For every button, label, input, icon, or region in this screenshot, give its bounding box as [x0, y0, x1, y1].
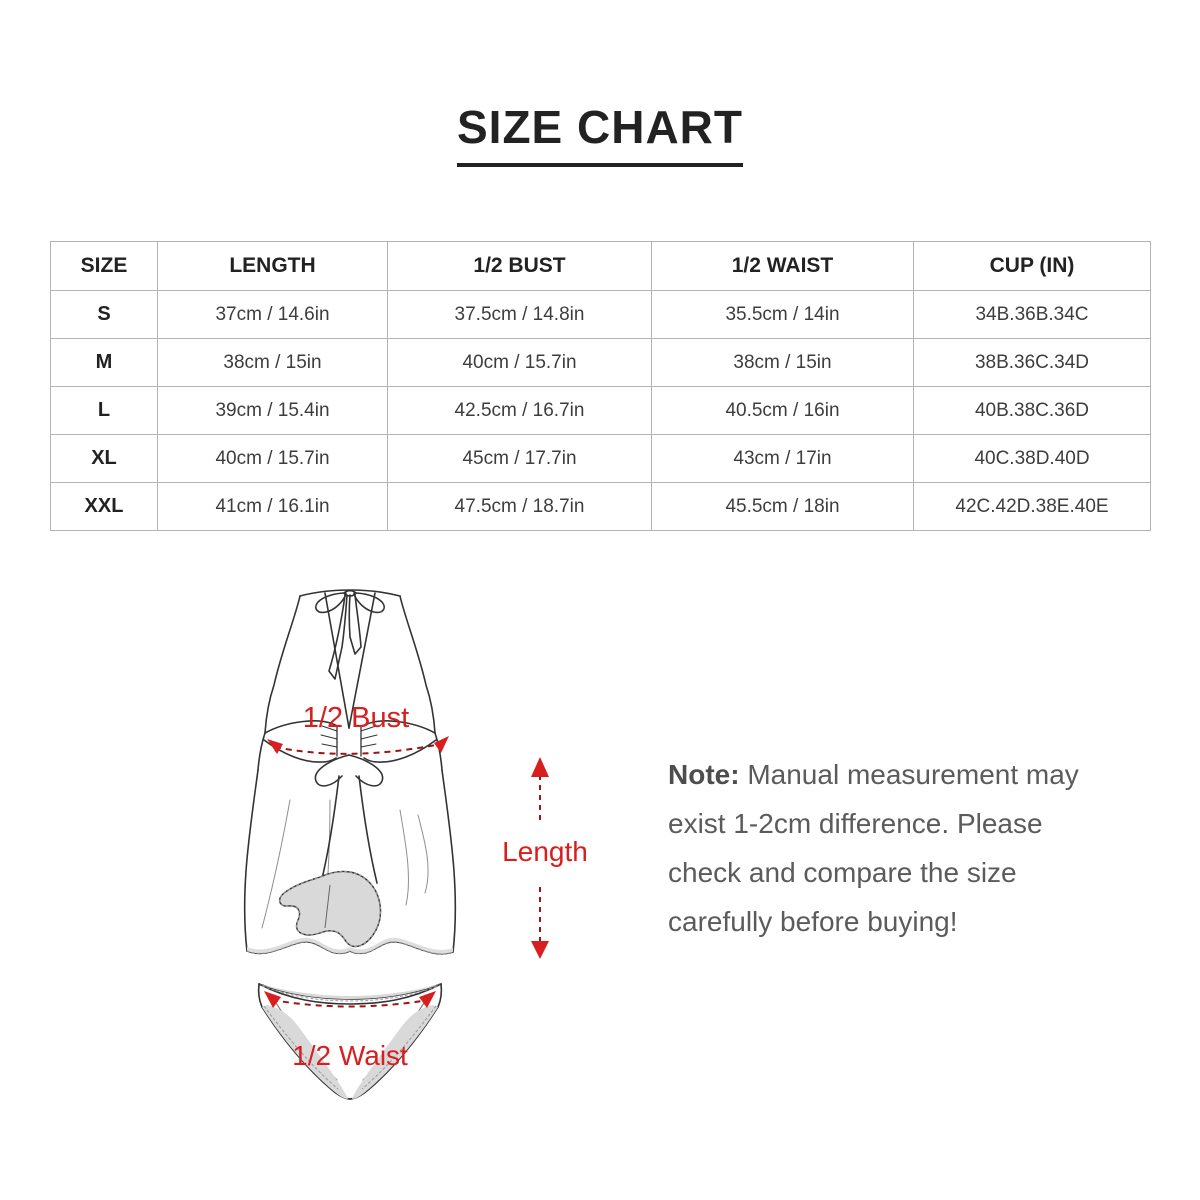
- svg-text:1/2 Waist: 1/2 Waist: [292, 1040, 408, 1071]
- svg-text:1/2 Bust: 1/2 Bust: [303, 702, 409, 734]
- svg-text:Length: Length: [502, 836, 588, 867]
